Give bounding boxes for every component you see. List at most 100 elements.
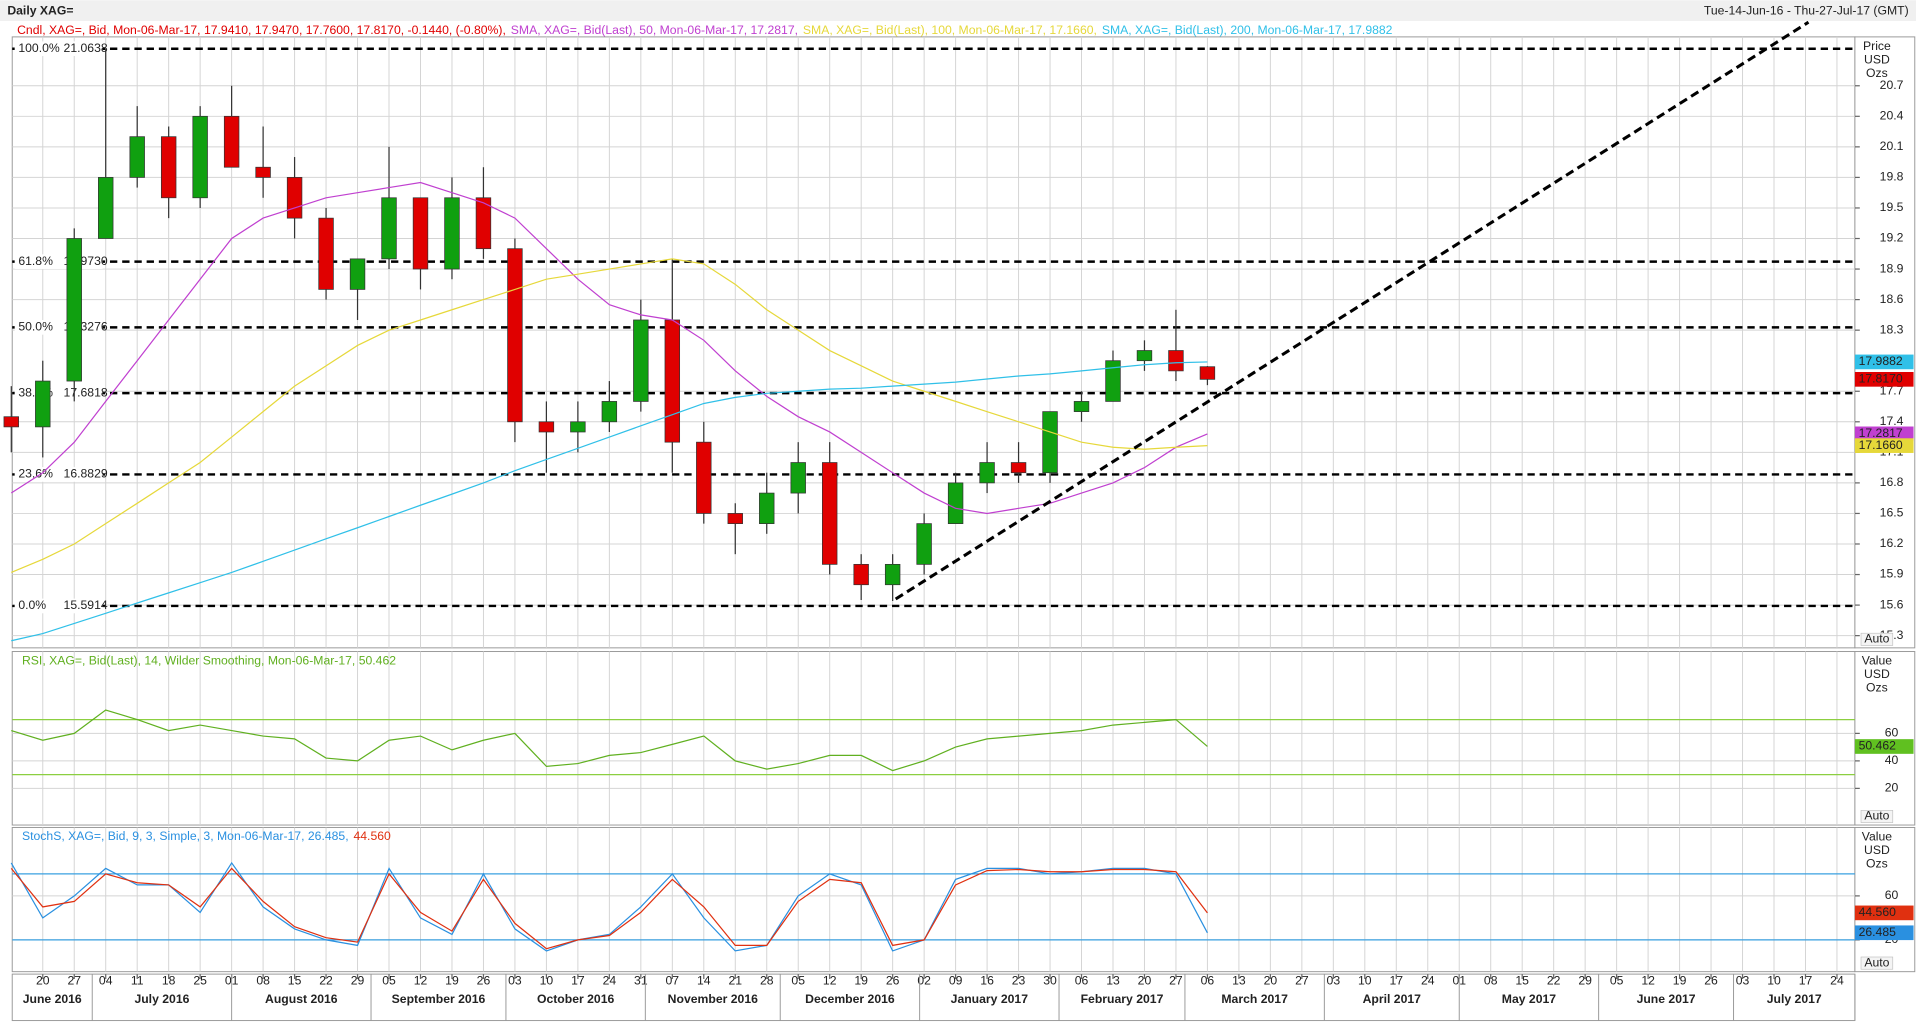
candle-body [853, 563, 869, 586]
x-tick-label: 19 [1673, 974, 1687, 988]
fib-percent: 50.0% [18, 320, 53, 334]
series-line [10, 867, 1208, 950]
x-tick-label: 10 [1358, 974, 1372, 988]
x-tick-label: 29 [1578, 974, 1592, 988]
series-line [11, 258, 1208, 574]
y-tick-label: 18.9 [1880, 261, 1904, 275]
x-axis [11, 973, 1856, 1022]
x-tick-label: 05 [382, 974, 396, 988]
candle-body [223, 115, 240, 168]
fib-percent: 23.6% [18, 467, 53, 481]
auto-button[interactable] [1860, 810, 1894, 823]
axis-header: Ozs [1866, 66, 1888, 80]
legend-entry: SMA, XAG=, Bid(Last), 200, Mon-06-Mar-17… [1102, 23, 1393, 37]
month-label: July 2017 [1767, 992, 1822, 1006]
axis-header: USD [1864, 667, 1890, 681]
axis-header: Value [1862, 829, 1893, 843]
candle-body [916, 523, 932, 565]
y-tick-label: 18.3 [1880, 322, 1904, 336]
auto-button[interactable] [1860, 956, 1894, 970]
y-tick-label: 60 [1885, 888, 1899, 902]
month-label: July 2016 [134, 992, 189, 1006]
candle-body [884, 563, 901, 586]
x-tick-label: 28 [760, 974, 774, 988]
x-tick-label: 27 [1295, 974, 1309, 988]
value-tag-label: 17.1660 [1859, 438, 1903, 452]
candle-body [129, 136, 145, 178]
candle-body [727, 513, 743, 524]
candle-body [255, 166, 271, 178]
candle-body [1073, 401, 1090, 412]
x-tick-label: 14 [697, 974, 711, 988]
legend: StochS, XAG=, Bid, 9, 3, Simple, 3, Mon-… [22, 829, 391, 843]
x-tick-label: 27 [67, 974, 81, 988]
value-tag-label: 44.560 [1859, 905, 1897, 919]
candle-body [821, 462, 838, 565]
y-tick-label: 20.4 [1880, 109, 1904, 123]
axis-header: Value [1862, 654, 1893, 668]
y-tick-label: 15.9 [1880, 567, 1904, 581]
fib-percent: 0.0% [18, 598, 46, 612]
x-tick-label: 13 [1232, 974, 1246, 988]
y-tick-label: 15.6 [1880, 597, 1904, 611]
candle-body [475, 197, 492, 250]
candle-body [444, 197, 460, 270]
month-label: September 2016 [392, 992, 486, 1006]
y-tick-label: 60 [1885, 726, 1899, 740]
x-tick-label: 03 [508, 974, 522, 988]
value-tag [1854, 354, 1914, 370]
x-tick-label: 20 [36, 974, 50, 988]
axis-header: USD [1864, 52, 1890, 66]
x-tick-label: 24 [1830, 974, 1844, 988]
legend-entry: 44.560 [353, 829, 391, 843]
x-tick-label: 10 [1767, 974, 1781, 988]
month-label: May 2017 [1502, 992, 1556, 1006]
candle-body [1199, 366, 1216, 380]
candle-body [192, 115, 208, 199]
fib-percent: 61.8% [18, 254, 53, 268]
value-tag [1854, 438, 1914, 453]
candle-body [1136, 350, 1153, 362]
candle-body [1105, 360, 1121, 402]
panel [11, 651, 1856, 826]
x-tick-label: 17 [1389, 974, 1403, 988]
candle-body [66, 238, 82, 382]
value-tag-label: 26.485 [1859, 925, 1897, 939]
candle-body [947, 482, 964, 524]
auto-label[interactable]: Auto [1864, 809, 1889, 823]
candle-body [979, 462, 995, 484]
y-tick-label: 16.8 [1880, 475, 1904, 489]
x-tick-label: 15 [1515, 974, 1529, 988]
candle-body [3, 416, 19, 428]
x-tick-label: 22 [319, 974, 333, 988]
fib-value: 21.0638 [64, 41, 108, 55]
x-tick-label: 25 [193, 974, 207, 988]
x-tick-label: 02 [917, 974, 931, 988]
month-label: January 2017 [951, 992, 1029, 1006]
candle-body [318, 217, 334, 290]
candle-body [286, 177, 303, 219]
auto-label[interactable]: Auto [1864, 632, 1889, 646]
candle-body [412, 197, 429, 270]
x-tick-label: 06 [1075, 974, 1089, 988]
auto-label[interactable]: Auto [1864, 955, 1889, 969]
x-tick-label: 03 [1327, 974, 1341, 988]
value-tag-label: 17.8170 [1859, 372, 1903, 386]
candle-body [538, 421, 555, 433]
candle-body [633, 319, 649, 402]
fib-percent: 100.0% [18, 41, 60, 55]
auto-button[interactable] [1860, 632, 1894, 646]
candle-body [1042, 411, 1058, 474]
y-tick-label: 17.7 [1880, 383, 1904, 397]
x-tick-label: 12 [1641, 974, 1655, 988]
fib-label-bg [14, 598, 103, 614]
x-tick-label: 20 [1138, 974, 1152, 988]
candle-body [1010, 462, 1027, 474]
x-tick-label: 26 [477, 974, 491, 988]
month-label: November 2016 [668, 992, 758, 1006]
axis-header: USD [1864, 843, 1890, 857]
candle-body [1168, 350, 1184, 372]
y-tick-label: 20.1 [1880, 139, 1904, 153]
chart-title: Daily XAG= [7, 3, 73, 17]
